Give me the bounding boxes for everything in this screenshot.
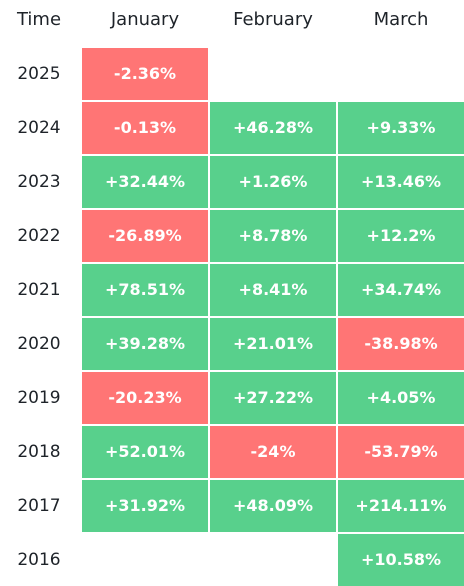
return-cell[interactable]: +13.46%	[338, 156, 464, 208]
return-cell[interactable]: +32.44%	[82, 156, 208, 208]
year-label: 2020	[17, 334, 61, 354]
year-label: 2024	[17, 118, 61, 138]
return-cell[interactable]: +31.92%	[82, 480, 208, 532]
return-cell[interactable]: +78.51%	[82, 264, 208, 316]
return-cell[interactable]: -24%	[210, 426, 336, 478]
year-label: 2025	[17, 64, 61, 84]
return-cell[interactable]: -2.36%	[82, 48, 208, 100]
return-cell[interactable]: +9.33%	[338, 102, 464, 154]
year-label: 2023	[17, 172, 61, 192]
return-cell[interactable]: -38.98%	[338, 318, 464, 370]
year-label: 2021	[17, 280, 61, 300]
empty-cell	[210, 48, 336, 100]
header-march: March	[373, 9, 429, 30]
empty-cell	[338, 48, 464, 100]
year-label: 2018	[17, 442, 61, 462]
return-cell[interactable]: +27.22%	[210, 372, 336, 424]
empty-cell	[82, 534, 208, 586]
year-label: 2022	[17, 226, 61, 246]
return-cell[interactable]: +52.01%	[82, 426, 208, 478]
year-label: 2017	[17, 496, 61, 516]
header-february: February	[233, 9, 313, 30]
return-cell[interactable]: -0.13%	[82, 102, 208, 154]
year-label: 2019	[17, 388, 61, 408]
return-cell[interactable]: +8.78%	[210, 210, 336, 262]
return-cell[interactable]: +12.2%	[338, 210, 464, 262]
return-cell[interactable]: -26.89%	[82, 210, 208, 262]
return-cell[interactable]: -53.79%	[338, 426, 464, 478]
header-time: Time	[16, 9, 62, 30]
return-cell[interactable]: +48.09%	[210, 480, 336, 532]
return-cell[interactable]: +34.74%	[338, 264, 464, 316]
return-cell[interactable]: +10.58%	[338, 534, 464, 586]
return-cell[interactable]: +1.26%	[210, 156, 336, 208]
return-cell[interactable]: +214.11%	[338, 480, 464, 532]
empty-cell	[210, 534, 336, 586]
return-cell[interactable]: +8.41%	[210, 264, 336, 316]
header-january: January	[110, 9, 180, 30]
return-cell[interactable]: +46.28%	[210, 102, 336, 154]
return-cell[interactable]: +4.05%	[338, 372, 464, 424]
return-cell[interactable]: +21.01%	[210, 318, 336, 370]
return-cell[interactable]: +39.28%	[82, 318, 208, 370]
year-label: 2016	[17, 550, 61, 570]
return-cell[interactable]: -20.23%	[82, 372, 208, 424]
